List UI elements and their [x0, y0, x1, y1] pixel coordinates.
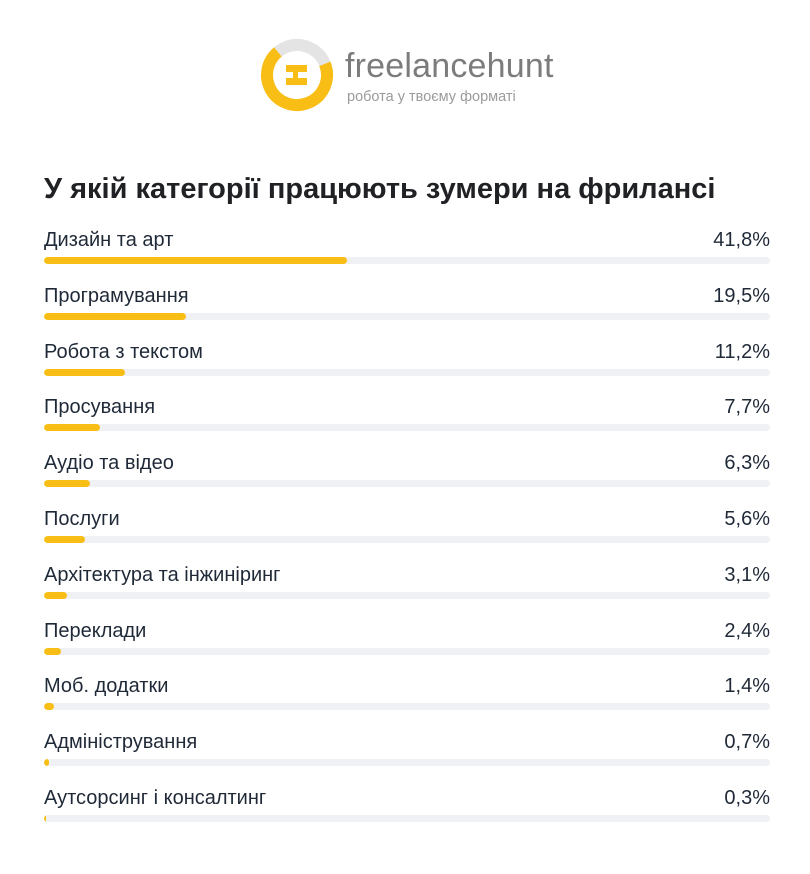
value-label: 41,8%: [713, 229, 770, 251]
bar-track: [44, 703, 770, 711]
value-label: 0,7%: [724, 731, 770, 754]
chart-row: Аудіо та відео 6,3%: [44, 442, 770, 498]
category-label: Адміністрування: [44, 731, 198, 754]
bar: [44, 535, 85, 543]
value-label: 7,7%: [724, 396, 770, 419]
category-label: Аудіо та відео: [44, 452, 174, 475]
bar: [44, 647, 62, 655]
freelancehunt-logo: freelancehunt робота у твоєму форматі: [260, 38, 560, 116]
value-label: 11,2%: [714, 340, 770, 363]
horizontal-bar-chart: Дизайн та арт 41,8% Програмування 19,5% Робо…: [44, 219, 770, 833]
bar-track: [44, 257, 770, 264]
category-label: Послуги: [44, 507, 120, 530]
chart-row: Моб. додатки 1,4%: [44, 665, 770, 721]
bar: [44, 257, 348, 264]
category-label: Моб. додатки: [44, 675, 169, 698]
bar: [44, 480, 90, 488]
category-label: Дизайн та арт: [44, 229, 174, 251]
value-label: 19,5%: [713, 284, 770, 307]
chart-row: Просування 7,7%: [44, 386, 770, 442]
bar-track: [44, 424, 770, 432]
category-label: Аутсорсинг і консалтинг: [44, 786, 267, 809]
value-label: 6,3%: [724, 452, 770, 475]
bar-track: [44, 647, 770, 655]
bar-track: [44, 368, 770, 376]
bar: [44, 424, 100, 432]
chart-row: Адміністрування 0,7%: [44, 721, 770, 777]
bar-track: [44, 480, 770, 488]
freelancehunt-logo-icon: [261, 39, 333, 111]
bar-track: [44, 814, 770, 822]
value-label: 2,4%: [724, 619, 770, 642]
value-label: 1,4%: [724, 675, 770, 698]
bar: [44, 759, 50, 767]
chart-row: Дизайн та арт 41,8%: [44, 219, 770, 275]
brand-tagline: робота у твоєму форматі: [347, 89, 516, 105]
chart-row: Робота з текстом 11,2%: [44, 331, 770, 387]
value-label: 3,1%: [724, 563, 770, 586]
bar: [44, 591, 67, 599]
chart-row: Програмування 19,5%: [44, 275, 770, 331]
value-label: 0,3%: [724, 786, 770, 809]
bar: [44, 703, 55, 711]
category-label: Програмування: [44, 284, 189, 307]
category-label: Архітектура та інжиніринг: [44, 563, 281, 586]
chart-row: Послуги 5,6%: [44, 498, 770, 554]
brand-name: freelancehunt: [345, 47, 554, 85]
value-label: 5,6%: [724, 507, 770, 530]
bar: [44, 814, 47, 822]
category-label: Робота з текстом: [44, 340, 203, 363]
category-label: Просування: [44, 396, 156, 419]
chart-title: У якій категорії працюють зумери на фрил…: [44, 173, 716, 206]
bar-track: [44, 312, 770, 320]
chart-row: Переклади 2,4%: [44, 610, 770, 666]
chart-row: Архітектура та інжиніринг 3,1%: [44, 554, 770, 610]
bar-track: [44, 591, 770, 599]
bar: [44, 368, 126, 376]
category-label: Переклади: [44, 619, 147, 642]
bar-track: [44, 759, 770, 767]
bar-track: [44, 535, 770, 543]
chart-row: Аутсорсинг і консалтинг 0,3%: [44, 777, 770, 833]
bar: [44, 312, 186, 320]
